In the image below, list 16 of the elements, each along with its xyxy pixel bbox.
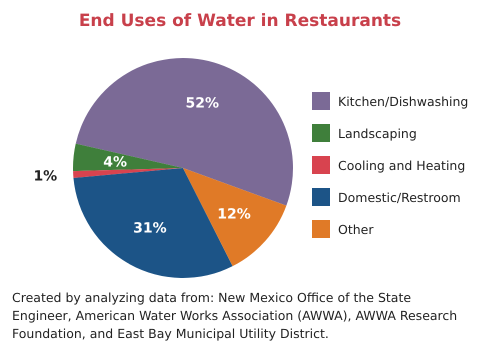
pie-slice — [73, 168, 183, 178]
chart-title: End Uses of Water in Restaurants — [78, 11, 402, 31]
data-label: 4% — [103, 154, 128, 170]
data-label: 12% — [217, 206, 251, 222]
data-label: 1% — [33, 168, 58, 184]
legend-label: Kitchen/Dishwashing — [338, 94, 468, 109]
data-label: 31% — [133, 220, 167, 237]
text: Created by analyzing data from: New Mexico Office of the State Engineer, American Water Works Association (AWWA), AWWA Research Foundation, and East Bay Municipal Utility District. — [12, 290, 458, 341]
legend-label: Cooling and Heating — [338, 158, 466, 173]
legend-label: Landscaping — [338, 126, 417, 141]
data-label: 52% — [186, 96, 220, 112]
legend-label: Other — [338, 222, 374, 237]
pie-slice — [76, 58, 293, 206]
pie-slice — [183, 168, 286, 266]
legend-label: Domestic/Restroom — [338, 190, 461, 205]
pie-slice — [73, 144, 183, 172]
